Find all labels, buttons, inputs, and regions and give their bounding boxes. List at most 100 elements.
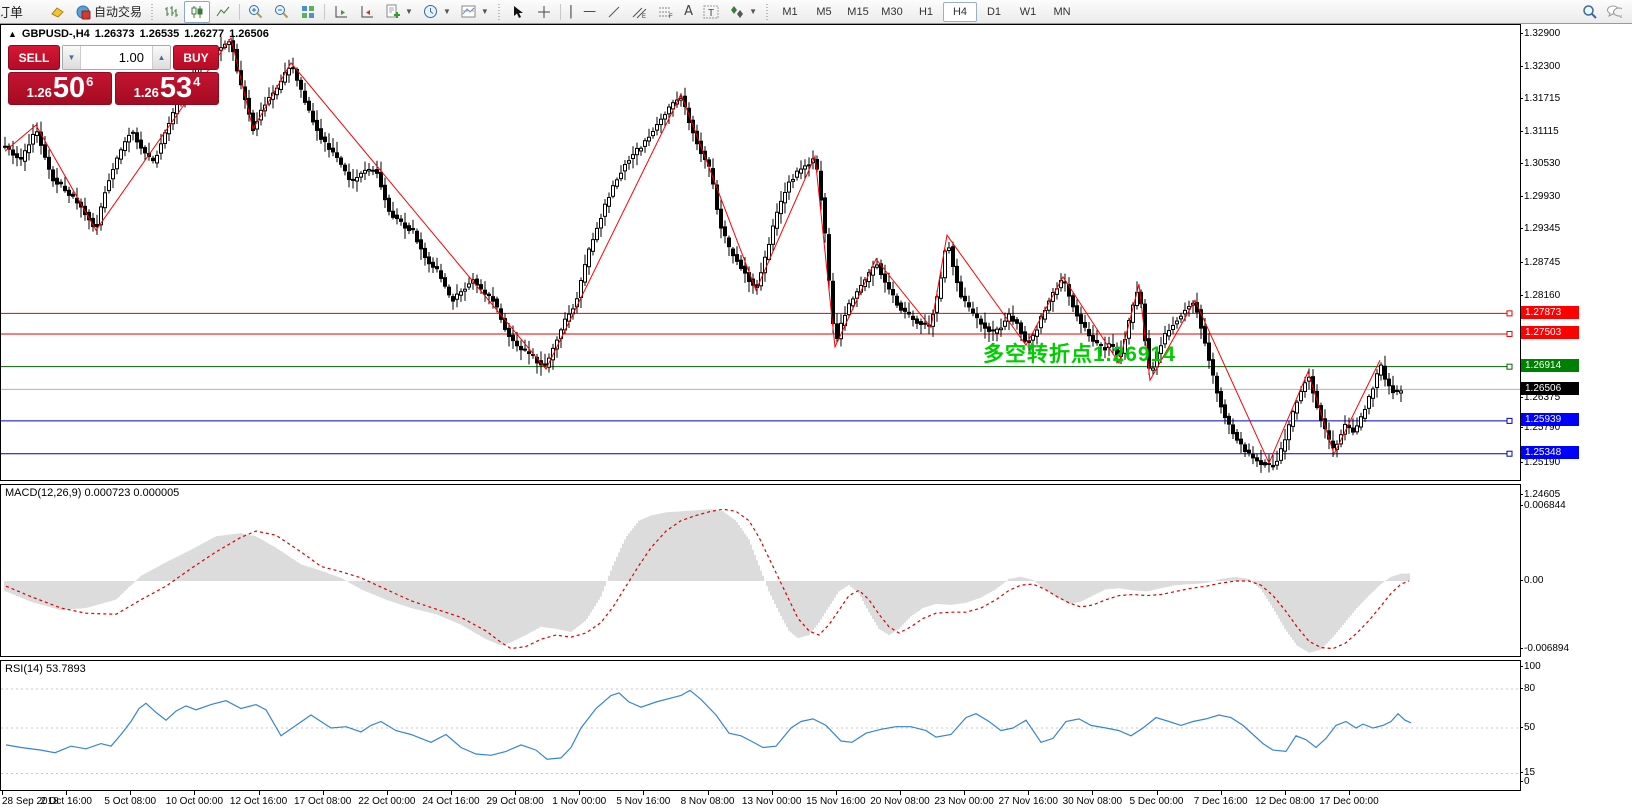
time-tick: [707, 791, 709, 795]
autotrade-icon: [75, 4, 91, 20]
time-tick-label: 17 Oct 08:00: [294, 796, 352, 807]
channel-tool-button[interactable]: E: [627, 1, 653, 23]
macd-tick-label: 0.00: [1519, 575, 1544, 586]
macd-tick-label: 0.006844: [1520, 500, 1566, 511]
sell-price-button[interactable]: 1.26 50 6: [8, 72, 112, 105]
buy-price-button[interactable]: 1.26 53 4: [115, 72, 219, 105]
fibonacci-tool-button[interactable]: F: [653, 1, 679, 23]
zoom-out-button[interactable]: [269, 1, 295, 23]
crosshair-icon: [536, 4, 552, 20]
timeframe-button-mn[interactable]: MN: [1053, 5, 1071, 18]
dropdown-caret: ▼: [442, 7, 451, 16]
autotrade-button[interactable]: 自动交易: [70, 1, 147, 23]
timeframe-button-d1[interactable]: D1: [986, 5, 1002, 18]
timeframe-button-h4[interactable]: H4: [943, 1, 977, 22]
time-tick-label: 13 Nov 00:00: [741, 796, 802, 807]
indicators-button[interactable]: ▼: [380, 1, 418, 23]
text-icon: A: [684, 4, 694, 19]
time-tick-label: 20 Nov 08:00: [870, 796, 930, 807]
time-tick-label: 24 Oct 16:00: [422, 796, 480, 807]
toolbar: 订单 自动交易: [0, 0, 1632, 24]
new-order-button[interactable]: 订单: [0, 1, 44, 23]
candlestick-chart-icon: [189, 4, 205, 20]
buy-button[interactable]: BUY: [173, 45, 219, 70]
rsi-pane[interactable]: RSI(14) 53.7893: [0, 660, 1521, 791]
time-tick: [1348, 791, 1350, 795]
level-price-badge: 1.27503: [1521, 326, 1579, 340]
time-tick: [1028, 791, 1030, 795]
timeframe-button-m5[interactable]: M5: [816, 5, 832, 18]
trendline-tool-button[interactable]: [601, 1, 627, 23]
tile-windows-button[interactable]: [295, 1, 321, 23]
time-tick: [130, 791, 132, 795]
timeframe-button-m30[interactable]: M30: [881, 5, 903, 18]
arrows-icon: [729, 4, 745, 20]
gold-icon: [49, 4, 65, 20]
toolbar-grip[interactable]: [495, 3, 503, 20]
arrows-tool-button[interactable]: ▼: [724, 1, 762, 23]
toolbar-grip[interactable]: [764, 3, 771, 20]
ohlc-open: 1.26373: [94, 28, 135, 40]
sell-price-point: 6: [86, 74, 94, 89]
auto-scroll-button[interactable]: [328, 1, 354, 23]
candlestick-chart: [1, 34, 1520, 473]
time-tick: [450, 791, 452, 795]
macd-pane[interactable]: MACD(12,26,9) 0.000723 0.000005: [0, 484, 1521, 657]
chart-shift-button[interactable]: [354, 1, 380, 23]
periods-button[interactable]: ▼: [418, 1, 456, 23]
chat-icon[interactable]: [1606, 4, 1622, 20]
time-tick: [1220, 791, 1222, 795]
crosshair-tool-button[interactable]: [531, 1, 557, 23]
indicators-icon: [385, 4, 401, 20]
timeframe-button-w1[interactable]: W1: [1019, 5, 1037, 18]
price-tick-label: 1.30530: [1519, 158, 1561, 169]
line-chart-button[interactable]: [210, 1, 236, 23]
time-tick-label: 7 Dec 16:00: [1193, 796, 1248, 807]
volume-stepper: ▼ 1.00 ▲: [62, 45, 171, 70]
time-tick: [194, 791, 196, 795]
templates-button[interactable]: ▼: [456, 1, 494, 23]
metaeditor-button[interactable]: [44, 1, 70, 23]
text-label-tool-button[interactable]: T: [698, 1, 724, 23]
timeframe-button-h1[interactable]: H1: [918, 5, 934, 18]
candlestick-chart-button[interactable]: [184, 0, 211, 23]
price-tick-label: 1.24605: [1519, 489, 1561, 500]
trendline-icon: [606, 4, 622, 20]
volume-value[interactable]: 1.00: [118, 50, 144, 65]
dropdown-caret: ▼: [405, 7, 413, 16]
volume-increase-button[interactable]: ▲: [152, 46, 170, 69]
bar-chart-button[interactable]: [158, 1, 184, 23]
chart-shift-icon: [359, 4, 375, 20]
vertical-line-tool-button[interactable]: |: [564, 1, 578, 23]
volume-decrease-button[interactable]: ▼: [63, 46, 81, 69]
rsi-tick-label: 80: [1519, 683, 1536, 694]
time-tick: [258, 791, 260, 795]
equidistant-channel-icon: E: [632, 4, 648, 20]
price-tick-label: 1.28745: [1519, 257, 1561, 268]
price-tick-label: 1.29930: [1519, 191, 1561, 202]
horizontal-line-tool-button[interactable]: —: [578, 1, 601, 23]
time-tick: [2, 791, 3, 795]
time-tick-label: 27 Nov 16:00: [998, 796, 1058, 807]
time-tick-label: 10 Oct 00:00: [165, 796, 224, 807]
price-axis: 1.32900 1.32300 1.31715 1.31115 1.30530 1.299…: [1519, 24, 1632, 791]
time-tick-label: 5 Dec 00:00: [1129, 796, 1184, 807]
time-tick: [771, 791, 773, 795]
macd-tick-label: -0.006894: [1519, 643, 1570, 654]
cursor-tool-button[interactable]: [505, 1, 531, 23]
timeframe-button-m1[interactable]: M1: [782, 5, 798, 18]
timeframe-button-m15[interactable]: M15: [847, 5, 869, 18]
main-chart-pane[interactable]: ▲ GBPUSD-,H4 1.26373 1.26535 1.26277 1.2…: [0, 24, 1521, 481]
time-tick-label: 15 Nov 16:00: [806, 796, 866, 807]
rsi-tick-label: 50: [1519, 722, 1536, 733]
svg-text:T: T: [708, 8, 714, 19]
symbol-marker-icon: ▲: [8, 29, 17, 39]
buy-price-pips: 53: [159, 72, 193, 104]
zoom-in-button[interactable]: [243, 1, 269, 23]
sell-button[interactable]: SELL: [8, 45, 60, 70]
toolbar-grip[interactable]: [149, 3, 157, 20]
time-tick-label: 29 Oct 08:00: [486, 796, 544, 807]
text-tool-button[interactable]: A: [679, 1, 698, 23]
search-icon[interactable]: [1582, 4, 1598, 20]
